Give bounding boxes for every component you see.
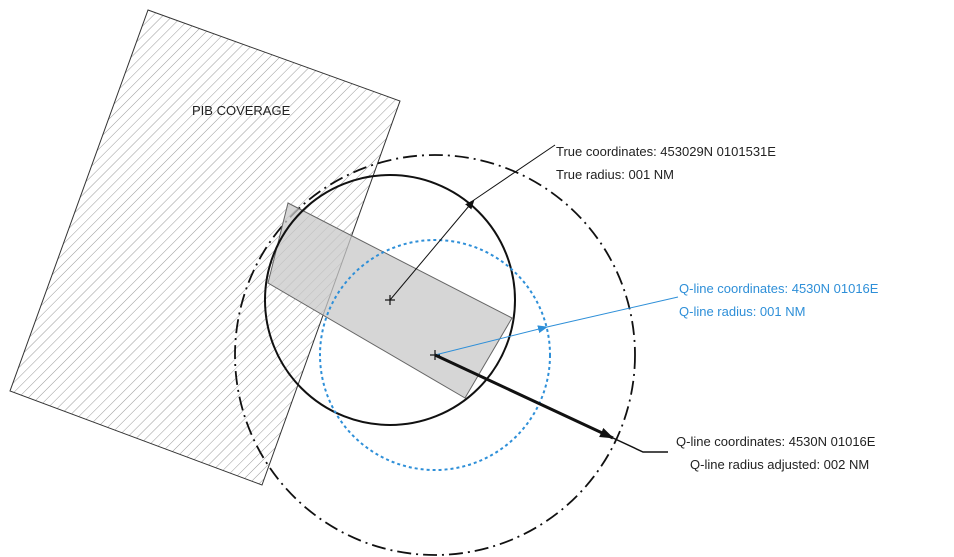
true-radius-circle [264,174,516,426]
adjusted-leader-line [612,437,668,453]
qline-radius-label: Q-line radius: 001 NM [679,304,805,319]
pib-coverage-area [9,9,401,486]
adjusted-radius-arrow [434,353,614,440]
qline-leader-line [546,296,679,328]
adjusted-radius-circle [234,154,636,556]
qline-coordinates-label: Q-line coordinates: 4530N 01016E [679,281,879,296]
true-radius-arrow [389,199,475,301]
qline-radius-circle [319,239,551,471]
pib-coverage-label: PIB COVERAGE [192,103,291,118]
adjusted-radius-label: Q-line radius adjusted: 002 NM [690,457,869,472]
qline-radius-arrow [434,325,548,356]
true-radius-label: True radius: 001 NM [556,167,674,182]
adjusted-coordinates-label: Q-line coordinates: 4530N 01016E [676,434,876,449]
true-coordinates-label: True coordinates: 453029N 0101531E [556,144,776,159]
true-leader-line [473,144,556,201]
